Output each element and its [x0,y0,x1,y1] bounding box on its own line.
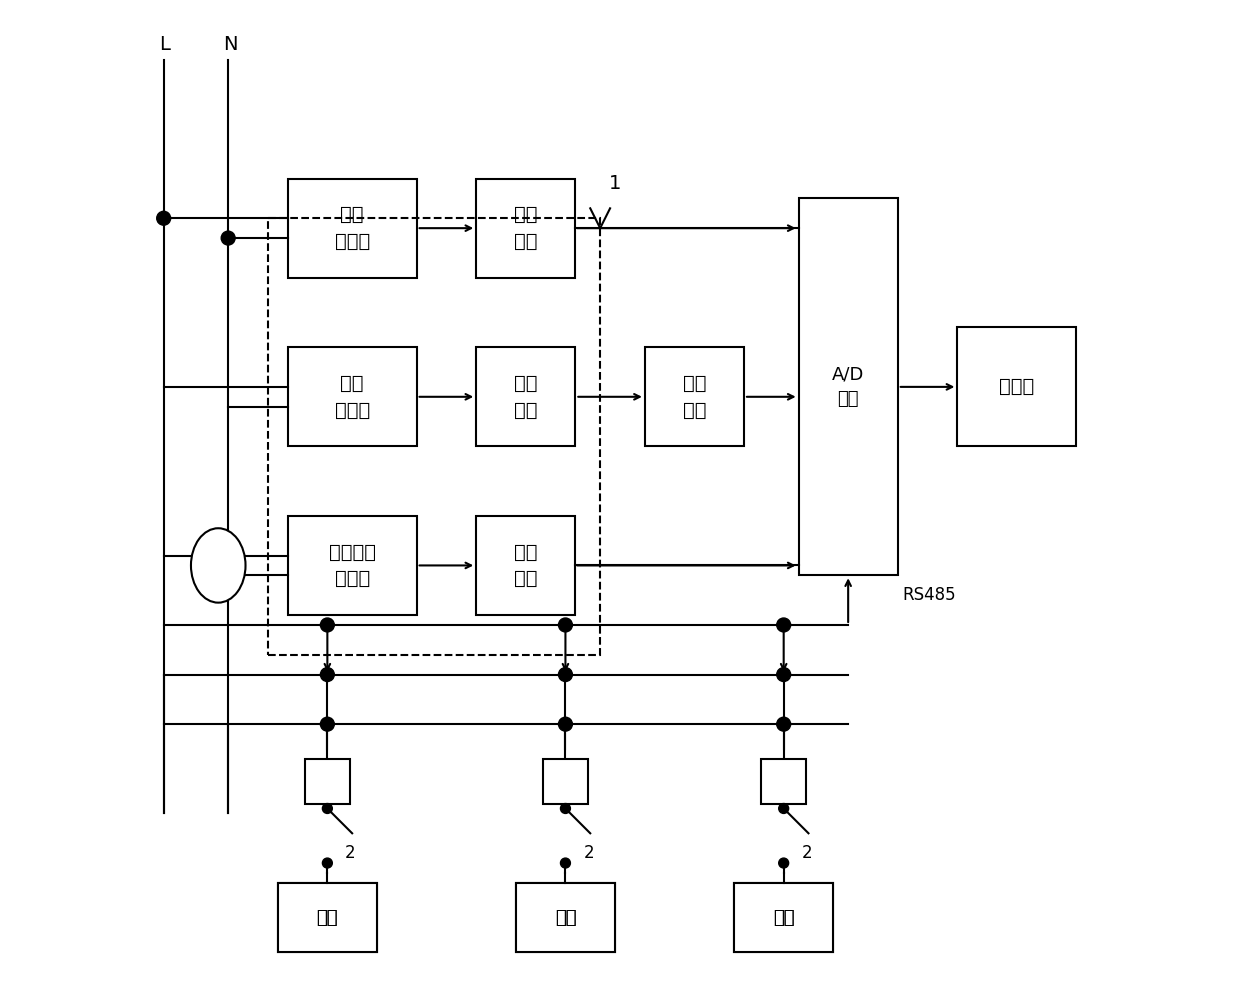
Circle shape [320,717,335,731]
Text: 信号
调理: 信号 调理 [515,205,537,251]
Text: 1: 1 [609,175,621,193]
FancyBboxPatch shape [288,516,417,615]
FancyBboxPatch shape [516,883,615,952]
FancyBboxPatch shape [288,347,417,446]
FancyBboxPatch shape [799,198,898,575]
Text: RS485: RS485 [903,586,956,604]
Text: 负载: 负载 [554,909,577,927]
Text: 2: 2 [801,844,812,862]
Circle shape [558,717,573,731]
FancyBboxPatch shape [476,347,575,446]
Circle shape [776,618,791,632]
FancyBboxPatch shape [734,883,833,952]
Text: 信号
调理: 信号 调理 [515,374,537,420]
FancyBboxPatch shape [278,883,377,952]
FancyBboxPatch shape [305,759,350,804]
Text: 负载: 负载 [316,909,339,927]
Circle shape [156,211,171,225]
Circle shape [558,668,573,682]
Text: 负载: 负载 [773,909,795,927]
Ellipse shape [191,528,246,602]
FancyBboxPatch shape [278,883,377,952]
Circle shape [320,618,335,632]
Circle shape [779,804,789,813]
Text: 负载: 负载 [554,909,577,927]
FancyBboxPatch shape [761,759,806,804]
Text: L: L [159,35,170,55]
Circle shape [560,858,570,868]
Circle shape [221,231,236,245]
FancyBboxPatch shape [645,347,744,446]
Text: 处理器: 处理器 [999,377,1034,397]
Circle shape [776,668,791,682]
Text: 信号
调理: 信号 调理 [515,543,537,588]
FancyBboxPatch shape [734,883,833,952]
FancyBboxPatch shape [288,179,417,278]
Text: A/D
转换: A/D 转换 [832,365,864,409]
Text: 负载: 负载 [316,909,339,927]
Text: 剩余电流
传感器: 剩余电流 传感器 [329,543,376,588]
FancyBboxPatch shape [543,759,588,804]
Circle shape [779,858,789,868]
FancyBboxPatch shape [516,883,615,952]
FancyBboxPatch shape [957,327,1076,446]
Circle shape [776,717,791,731]
Circle shape [320,668,335,682]
FancyBboxPatch shape [476,179,575,278]
Text: 电流
传感器: 电流 传感器 [335,374,370,420]
Text: 2: 2 [583,844,594,862]
Circle shape [322,858,332,868]
Text: 电压
传感器: 电压 传感器 [335,205,370,251]
Text: 2: 2 [345,844,356,862]
Text: 小波
滤波: 小波 滤波 [683,374,706,420]
Circle shape [322,804,332,813]
FancyBboxPatch shape [476,516,575,615]
Circle shape [558,618,573,632]
Text: N: N [223,35,238,55]
Circle shape [560,804,570,813]
Text: 负载: 负载 [773,909,795,927]
